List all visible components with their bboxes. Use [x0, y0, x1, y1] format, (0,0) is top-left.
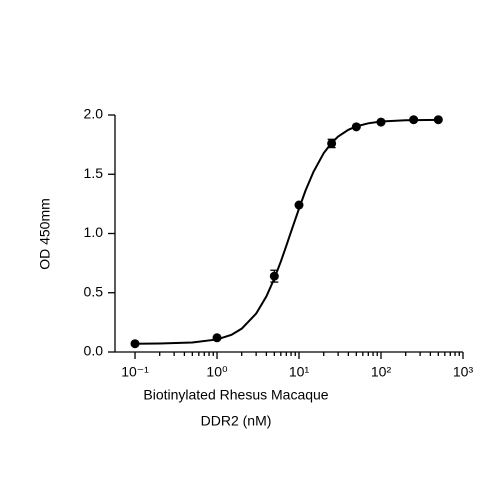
x-tick-label: 10⁻¹: [121, 364, 149, 380]
x-tick-label: 10¹: [289, 364, 310, 380]
x-tick-label: 10⁰: [206, 364, 228, 380]
y-tick-label: 0.5: [84, 283, 104, 299]
y-axis-title: OD 450mm: [37, 198, 53, 270]
fit-curve: [135, 118, 439, 345]
y-tick-label: 2.0: [84, 106, 104, 122]
y-tick-label: 1.5: [84, 165, 104, 181]
y-tick-label: 1.0: [84, 224, 104, 240]
x-tick-label: 10²: [371, 364, 392, 380]
point: [130, 339, 140, 349]
x-tick-label: 10³: [453, 364, 474, 380]
x-axis-title: Biotinylated Rhesus Macaque: [143, 387, 328, 403]
y-tick-label: 0.0: [84, 343, 104, 359]
x-axis-title: DDR2 (nM): [201, 413, 272, 429]
